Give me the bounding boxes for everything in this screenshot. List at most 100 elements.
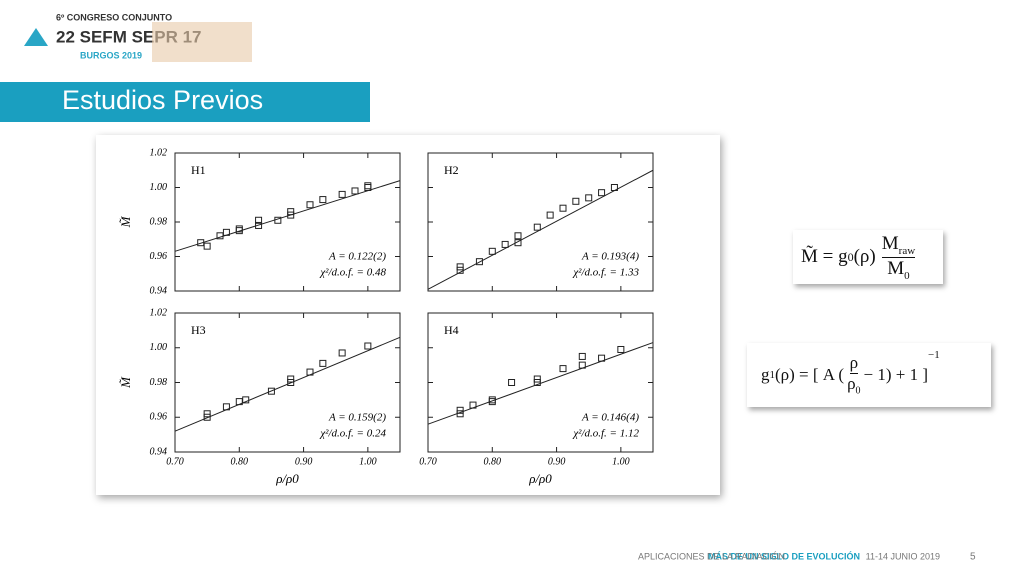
data-point: [364, 342, 372, 350]
y-tick-label: 0.98: [150, 216, 168, 227]
data-point: [488, 247, 496, 255]
data-point: [306, 201, 314, 209]
data-point: [598, 354, 606, 362]
annotation: χ²/d.o.f. = 0.48: [319, 267, 386, 279]
footer-dates: 11-14 JUNIO 2019: [866, 551, 940, 561]
data-point: [533, 379, 541, 386]
formula: M̃ = g 0 (ρ) Mraw M0: [793, 230, 943, 284]
data-point: [306, 368, 314, 376]
annotation: A = 0.159(2): [328, 412, 386, 424]
data-point: [267, 387, 275, 395]
x-tick-label: 0.90: [295, 456, 313, 467]
annotation: A = 0.146(4): [581, 412, 639, 424]
data-point: [610, 184, 618, 191]
fraction: Mraw M0: [881, 232, 916, 282]
panel-label: H1: [191, 163, 206, 177]
data-point: [456, 406, 464, 414]
y-tick-label: 1.02: [150, 147, 168, 158]
x-tick-label: 1.00: [359, 456, 377, 467]
figure-frame: [96, 135, 720, 495]
formula-text: (ρ) = [ A (: [775, 365, 845, 384]
formula-text: 0: [847, 249, 854, 264]
data-point: [514, 239, 522, 247]
data-point: [578, 361, 586, 369]
y-tick-label: 0.94: [150, 446, 168, 457]
data-point: [585, 194, 593, 202]
formula-text: 1: [769, 369, 776, 381]
x-tick-label: 0.70: [419, 456, 437, 467]
x-tick-label: 0.70: [166, 456, 184, 467]
data-point: [222, 228, 230, 236]
x-tick-label: 0.80: [231, 456, 249, 467]
formula-text: − 1) + 1 ]: [863, 365, 929, 384]
panel-label: H3: [191, 323, 206, 337]
x-tick-label: 0.90: [548, 456, 566, 467]
y-tick-label: 0.96: [150, 251, 168, 262]
formula-text: 0: [855, 385, 861, 397]
data-point: [488, 398, 496, 406]
formula-text: raw: [898, 244, 916, 257]
logo-text: BURGOS 2019: [80, 50, 142, 60]
data-point: [287, 211, 295, 219]
data-point: [338, 349, 346, 357]
y-tick-label: 0.96: [150, 412, 168, 423]
data-point: [572, 197, 580, 205]
data-point: [351, 187, 359, 195]
data-point: [501, 240, 509, 248]
logo-building: [152, 22, 252, 62]
data-point: [508, 379, 516, 386]
data-point: [222, 403, 230, 411]
formula-text: M: [887, 257, 905, 279]
x-axis-label: ρ/ρ0: [528, 471, 552, 486]
data-point: [255, 216, 263, 224]
data-point: [242, 396, 250, 404]
formula-text: −1: [928, 349, 940, 361]
data-point: [338, 190, 346, 198]
data-point: [319, 359, 327, 367]
data-point: [514, 232, 522, 240]
formula-text: ρ: [847, 374, 856, 394]
formula-text: (ρ): [853, 246, 876, 267]
formula-text: M: [881, 232, 899, 254]
annotation: χ²/d.o.f. = 0.24: [319, 428, 386, 440]
annotation: A = 0.122(2): [328, 251, 386, 263]
data-point: [598, 189, 606, 197]
y-tick-label: 0.98: [150, 377, 168, 388]
x-axis-label: ρ/ρ0: [275, 471, 299, 486]
panel-label: H4: [444, 323, 459, 337]
y-tick-label: 1.02: [150, 307, 168, 318]
data-point: [546, 211, 554, 219]
logo-text: 6º CONGRESO CONJUNTO: [56, 12, 172, 22]
data-point: [319, 196, 327, 204]
y-tick-label: 1.00: [150, 342, 168, 353]
panel-label: H2: [444, 163, 459, 177]
y-tick-label: 0.94: [150, 285, 168, 296]
data-point: [533, 223, 541, 231]
x-tick-label: 1.00: [612, 456, 630, 467]
y-axis-label: M̃: [118, 215, 133, 228]
data-point: [203, 410, 211, 418]
data-point: [475, 258, 483, 266]
data-point: [255, 221, 263, 229]
data-point: [559, 204, 567, 212]
annotation: χ²/d.o.f. = 1.33: [572, 267, 639, 279]
formula-text: 0: [904, 269, 910, 282]
formula-text: ρ: [849, 353, 859, 375]
fraction: ρ ρ0: [847, 353, 860, 396]
data-point: [578, 352, 586, 360]
data-point: [617, 345, 625, 353]
formula: g 1 (ρ) = [ A ( ρ ρ0 − 1) + 1 ] −1: [747, 343, 991, 407]
y-tick-label: 1.00: [150, 182, 168, 193]
annotation: χ²/d.o.f. = 1.12: [572, 428, 639, 440]
title-bar: [0, 82, 370, 122]
logo-icon: [24, 28, 48, 46]
slide-title: Estudios Previos: [62, 85, 263, 115]
data-point: [559, 365, 567, 373]
footer-bold: MÁS DE UN SIGLO DE EVOLUCIÓN: [708, 550, 860, 561]
data-point: [456, 263, 464, 271]
page-number: 5: [970, 552, 976, 563]
formula-text: M̃ = g: [801, 246, 848, 267]
data-point: [287, 375, 295, 383]
